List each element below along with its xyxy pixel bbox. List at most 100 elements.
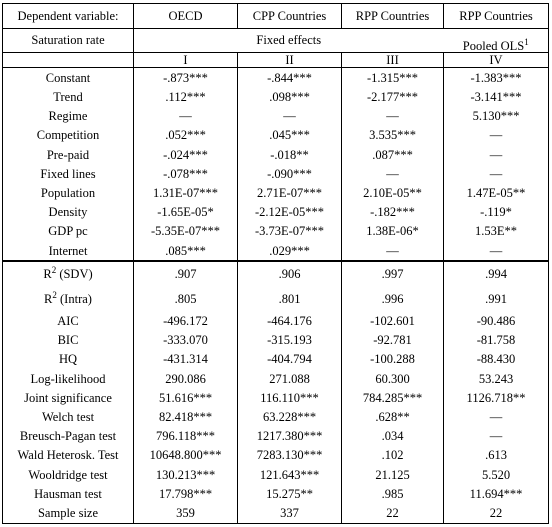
coefficient-value: 5.130*** [443, 106, 549, 127]
row-label: GDP pc [2, 222, 134, 242]
row-label: Wooldridge test [2, 465, 134, 485]
statistic-value: -102.601 [341, 311, 444, 331]
coefficient-value: 2.10E-05** [341, 183, 444, 203]
coefficient-value: 1.31E-07*** [133, 183, 238, 203]
row-label: Breusch-Pagan test [2, 426, 134, 446]
statistic-value: 11.694*** [443, 484, 549, 504]
statistic-value: 271.088 [237, 369, 342, 389]
row-label: HQ [2, 349, 134, 370]
saturation-rate-label: Saturation rate [2, 28, 134, 54]
coefficient-value: -.078*** [133, 164, 238, 184]
statistic-value: -464.176 [237, 311, 342, 331]
statistic-row: HQ -431.314 -404.794 -100.288 -88.430 [2, 349, 549, 370]
statistic-row: Log-likelihood 290.086 271.088 60.300 53.243 [2, 369, 549, 389]
row-label: AIC [2, 311, 134, 331]
coefficient-value: -1.383*** [443, 67, 549, 88]
statistic-value: 5.520 [443, 465, 549, 485]
row-label: Hausman test [2, 484, 134, 504]
statistic-value: -315.193 [237, 330, 342, 350]
coefficient-value: -1.315*** [341, 67, 444, 88]
statistic-row: Wooldridge test 130.213*** 121.643*** 21.12… [2, 465, 549, 485]
dependent-variable-label: Dependent variable: [2, 3, 134, 29]
statistic-value: 82.418*** [133, 407, 238, 427]
statistic-value: .994 [443, 260, 549, 288]
row-label: Welch test [2, 407, 134, 427]
coefficient-value: — [341, 241, 444, 262]
column-header-oecd: OECD [133, 3, 238, 29]
coefficient-value: — [341, 106, 444, 127]
coefficient-value: .112*** [133, 87, 238, 107]
statistic-value: 10648.800*** [133, 445, 238, 466]
statistic-value: 53.243 [443, 369, 549, 389]
statistic-row: Breusch-Pagan test 796.118*** 1217.380***.… [2, 426, 549, 446]
statistic-value: 51.616*** [133, 388, 238, 408]
coefficient-row: Trend .112*** .098*** -2.177*** -3.141*** [2, 87, 549, 107]
r-squared-symbol: R [44, 292, 53, 307]
row-label: Joint significance [2, 388, 134, 408]
statistic-value: -100.288 [341, 349, 444, 370]
coefficient-value: — [443, 241, 549, 262]
statistic-value: .997 [341, 260, 444, 288]
statistic-row: AIC -496.172 -464.176 -102.601 -90.486 [2, 311, 549, 331]
model-number-row: I II III IV [2, 52, 549, 69]
coefficient-value: — [237, 106, 342, 127]
r-squared-row: R2 (SDV) .907.906.997.994 [2, 260, 549, 288]
row-label: Density [2, 202, 134, 223]
coefficient-value: — [443, 145, 549, 165]
coefficient-row: Fixed lines -.078*** -.090*** — — [2, 164, 549, 184]
pooled-ols-text: Pooled OLS [462, 38, 525, 53]
coefficient-row: Regime — — —5.130*** [2, 106, 549, 127]
coefficient-row: Internet .085*** .029*** — — [2, 241, 549, 262]
r-squared-symbol: R [43, 267, 52, 282]
coefficient-row: Constant -.873*** -.844*** -1.315*** -1.383*… [2, 67, 549, 88]
statistic-value: .991 [443, 287, 549, 312]
row-label: Competition [2, 126, 134, 146]
row-label: Population [2, 183, 134, 203]
coefficient-value: 2.71E-07*** [237, 183, 342, 203]
statistic-value: -90.486 [443, 311, 549, 331]
statistic-value: .805 [133, 287, 238, 312]
statistic-value: .906 [237, 260, 342, 288]
coefficient-value: -5.35E-07*** [133, 222, 238, 242]
row-label: BIC [2, 330, 134, 350]
statistic-value: — [443, 407, 549, 427]
coefficient-value: 1.47E-05** [443, 183, 549, 203]
statistic-value: 17.798*** [133, 484, 238, 504]
table-body: Dependent variable: OECD CPP Countries R… [2, 3, 549, 524]
row-label: Pre-paid [2, 145, 134, 165]
coefficient-value: .085*** [133, 241, 238, 262]
statistic-value: .985 [341, 484, 444, 504]
statistic-value: 22 [341, 503, 444, 524]
statistic-value: .801 [237, 287, 342, 312]
statistic-value: 22 [443, 503, 549, 524]
statistic-value: -333.070 [133, 330, 238, 350]
statistic-value: .907 [133, 260, 238, 288]
statistic-value: .034 [341, 426, 444, 446]
coefficient-value: -.090*** [237, 164, 342, 184]
statistic-value: -92.781 [341, 330, 444, 350]
subheader-row: Saturation rate Fixed effects Pooled OLS… [2, 28, 549, 54]
row-label: Wald Heterosk. Test [2, 445, 134, 466]
row-label: Internet [2, 241, 134, 262]
statistic-value: 290.086 [133, 369, 238, 389]
row-label: Fixed lines [2, 164, 134, 184]
coefficient-value: .087*** [341, 145, 444, 165]
statistic-value: 121.643*** [237, 465, 342, 485]
statistic-value: 1126.718** [443, 388, 549, 408]
coefficient-value: — [341, 164, 444, 184]
model-number: I [133, 52, 238, 69]
statistic-value: 337 [237, 503, 342, 524]
model-number: II [237, 52, 342, 69]
r-squared-row: R2 (Intra) .805.801.996.991 [2, 287, 549, 312]
row-label: Constant [2, 67, 134, 88]
statistic-value: 359 [133, 503, 238, 524]
statistic-row: BIC -333.070 -315.193 -92.781 -81.758 [2, 330, 549, 350]
coefficient-value: 3.535*** [341, 126, 444, 146]
statistic-value: — [443, 426, 549, 446]
column-header-rpp-ols: RPP Countries [443, 3, 549, 29]
header-row: Dependent variable: OECD CPP Countries R… [2, 3, 549, 29]
statistic-value: 7283.130*** [237, 445, 342, 466]
row-label: Regime [2, 106, 134, 127]
r-squared-exponent: 2 [51, 265, 57, 276]
statistic-row: Hausman test 17.798*** 15.275** .985 11.694*… [2, 484, 549, 504]
